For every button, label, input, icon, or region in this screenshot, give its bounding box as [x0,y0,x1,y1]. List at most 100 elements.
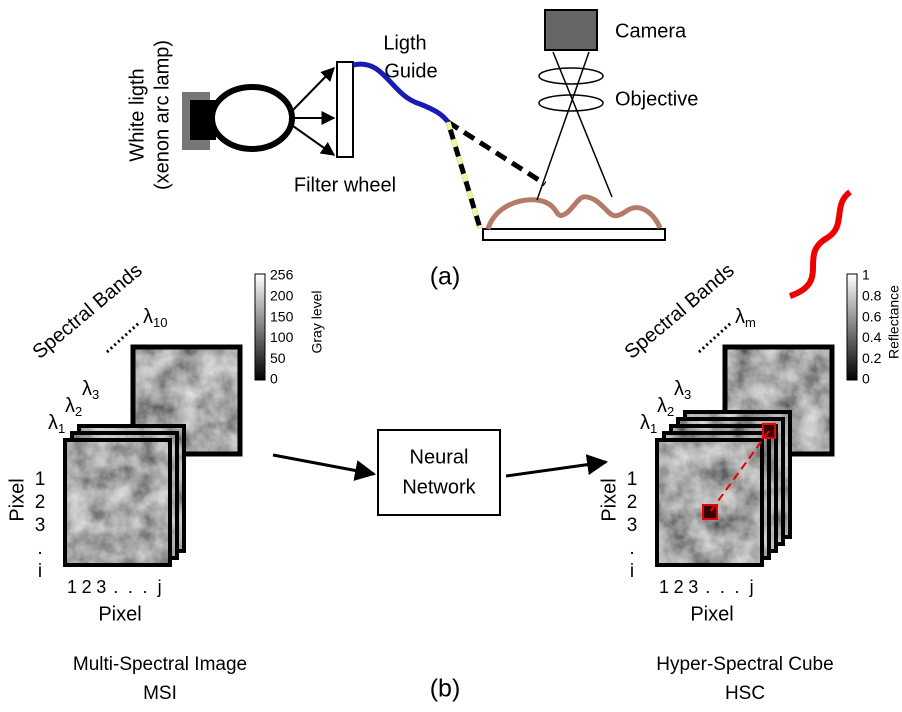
row-label: 3 [35,515,46,536]
colorbar-tick-label: 0 [270,371,278,387]
filter-wheel [336,61,354,158]
band-frame [655,438,764,567]
band-symbol: λ [735,306,745,328]
row-label: 3 [627,515,638,536]
colorbar-tick-label: 1 [862,267,870,283]
arrow [505,454,609,478]
colorbar-tick-label: 0.8 [862,288,882,304]
col-label: j [157,577,162,597]
band-subscript: 1 [650,421,657,436]
panel-caption: Hyper-Spectral Cube [656,654,833,675]
guide-label: Guide [384,60,437,82]
col-label: . [113,577,118,597]
band-image [657,440,762,565]
lamp-label: (xenon arc lamp) [151,40,173,190]
band-symbol: λ [82,378,92,400]
band-symbol: λ [674,378,684,400]
objective-label: Objective [615,88,698,110]
col-label: 1 [659,577,669,597]
col-label: 2 [674,577,684,597]
x-axis-label: Pixel [690,603,733,625]
col-label: 3 [96,577,106,597]
illumination [445,121,483,229]
band-symbol: λ [657,395,667,417]
band-subscript: 2 [667,404,674,419]
col-label: j [749,577,754,597]
col-label: . [705,577,710,597]
band-subscript: 3 [684,387,691,402]
row-label: 1 [35,469,46,490]
axis-title: Spectral Bands [621,259,739,363]
colorbar-tick-label: 0.4 [862,329,882,345]
colorbar-tick-label: 50 [270,350,286,366]
col-label: 3 [688,577,698,597]
band-symbol: λ [65,395,75,417]
band-symbol: λ [48,412,58,434]
network-box [377,429,501,516]
band-label: λ10 [143,306,167,330]
camera [544,9,598,51]
band-frame [130,344,243,457]
band-label: λ1 [640,412,657,436]
band-label: λ3 [674,378,691,402]
pixel-link [709,430,770,513]
network-block: Neural Network (b) [272,429,609,703]
lamp-bulb [209,84,295,152]
light-ray [536,51,590,201]
y-axis-label: Pixel [6,478,28,521]
band-subscript: 3 [92,387,99,402]
arrow [292,125,336,156]
spectrum-curve [788,189,853,299]
colorbar-tick-label: 100 [270,329,294,345]
network-label: Network [402,476,476,498]
band-label: λ3 [82,378,99,402]
lens [538,67,604,85]
arrow [272,453,377,481]
colorbar-tick-label: 200 [270,288,294,304]
panel-caption: HSC [725,683,765,704]
band-subscript: 1 [58,421,65,436]
lamp-label: White ligth [126,68,148,161]
caption: (b) [430,675,461,703]
row-label: . [37,538,42,559]
filter-label: Filter wheel [294,174,396,196]
row-label: 1 [627,469,638,490]
colorbar-label: Reflectance [886,285,902,359]
colorbar-tick-label: 256 [270,267,294,283]
col-label: . [142,577,147,597]
panel-msi: Spectral Bandsλ10λ1λ2λ3256200150100500Gr… [6,259,324,704]
row-label: 2 [627,492,638,513]
band-subscript: 10 [153,315,167,330]
network-label: Neural [410,446,469,468]
band-subscript: 2 [75,404,82,419]
colorbar [846,273,858,381]
col-label: . [720,577,725,597]
x-axis-label: Pixel [98,603,141,625]
row-label: i [38,561,42,582]
band-symbol: λ [640,412,650,434]
band-image [65,440,170,565]
col-label: 2 [82,577,92,597]
light-ray [552,51,613,198]
band-frame [63,438,172,567]
row-label: i [630,561,634,582]
slide [482,228,666,241]
row-label: . [629,538,634,559]
col-label: . [734,577,739,597]
band-label: λ2 [657,395,674,419]
band-label: λm [735,306,756,330]
arrow [292,66,335,111]
colorbar-tick-label: 0.6 [862,308,882,324]
light-guide [352,61,450,124]
camera-label: Camera [615,20,687,42]
part-a: White ligth (xenon arc lamp) Filter whee… [126,9,698,291]
colorbar-tick-label: 0.2 [862,350,882,366]
band-symbol: λ [143,306,153,328]
panel-caption: Multi-Spectral Image [73,654,247,675]
col-label: . [128,577,133,597]
panel-hsc: Spectral Bandsλmλ1λ2λ310.80.60.40.20Refl… [598,189,902,704]
colorbar-label: Gray level [309,290,325,353]
colorbar [254,273,266,381]
